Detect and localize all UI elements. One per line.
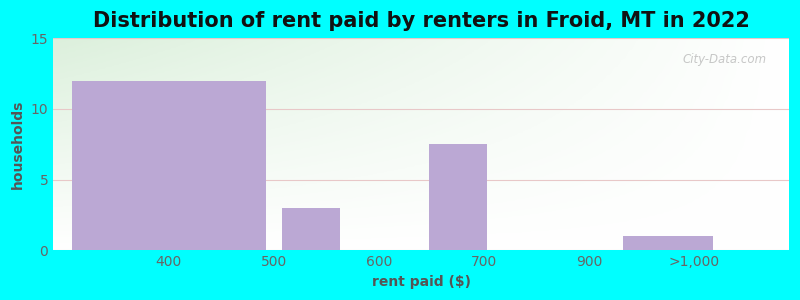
Text: City-Data.com: City-Data.com — [682, 53, 767, 66]
Bar — [282, 208, 339, 250]
Title: Distribution of rent paid by renters in Froid, MT in 2022: Distribution of rent paid by renters in … — [93, 11, 750, 31]
Y-axis label: households: households — [11, 100, 25, 189]
Bar — [71, 81, 266, 250]
X-axis label: rent paid ($): rent paid ($) — [371, 275, 470, 289]
Bar — [429, 144, 486, 250]
Bar — [623, 236, 713, 250]
